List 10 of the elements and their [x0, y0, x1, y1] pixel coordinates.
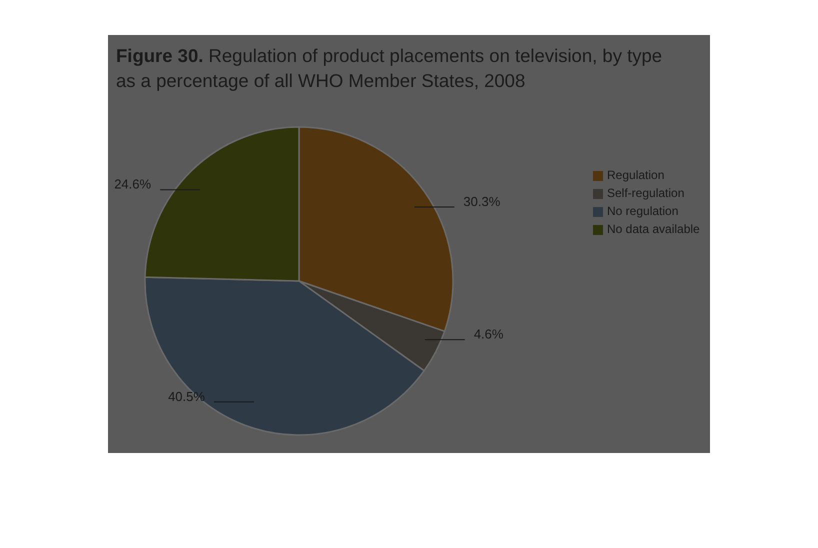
chart-subtitle: as a percentage of all WHO Member States, 2008 [116, 69, 526, 92]
data-label: 4.6% [474, 326, 504, 342]
legend-label: No regulation [607, 204, 678, 218]
chart-title: Figure 30. Regulation of product placements on television, by type [116, 44, 662, 67]
data-label: 24.6% [114, 176, 152, 192]
data-label: 40.5% [168, 388, 206, 404]
data-label: 30.3% [463, 194, 501, 210]
legend-label: Regulation [607, 168, 664, 182]
legend-label: Self-regulation [607, 186, 684, 200]
legend-label: No data available [607, 222, 700, 236]
